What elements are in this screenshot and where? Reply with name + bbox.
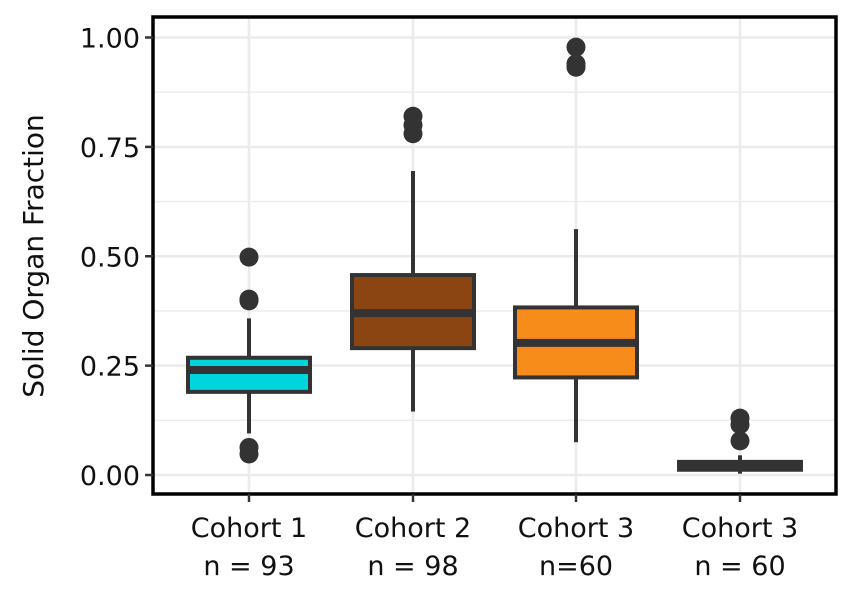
x-tick-label: Cohort 3 [518,513,634,544]
y-tick-label: 0.50 [80,242,140,273]
x-tick-sublabel: n = 98 [367,551,458,582]
outlier-point [566,37,586,57]
boxes [186,37,803,474]
y-tick-label: 0.25 [80,352,140,383]
y-tick-label: 1.00 [80,24,140,55]
box-3 [513,37,639,443]
y-tick-label: 0.00 [80,461,140,492]
y-axis: 0.00 0.25 0.50 0.75 1.00 [80,24,153,492]
box-1 [186,247,312,464]
x-tick-sublabel: n = 60 [694,551,785,582]
y-tick-label: 0.75 [80,133,140,164]
x-tick-label: Cohort 1 [191,513,307,544]
y-axis-title: Solid Organ Fraction [17,114,50,398]
outlier-point [730,415,750,435]
box-2 [350,106,476,412]
outlier-point [403,124,423,144]
outlier-point [730,431,750,451]
outlier-point [566,57,586,77]
x-axis: Cohort 1 n = 93 Cohort 2 n = 98 Cohort 3 n=60… [191,494,798,582]
x-tick-sublabel: n=60 [539,551,613,582]
x-tick-label: Cohort 3 [682,513,798,544]
outlier-point [239,247,259,267]
x-tick-sublabel: n = 93 [203,551,294,582]
box-body [186,355,312,394]
x-tick-label: Cohort 2 [355,513,471,544]
box-4 [677,408,803,474]
outlier-point [239,444,259,464]
outlier-point [239,291,259,311]
